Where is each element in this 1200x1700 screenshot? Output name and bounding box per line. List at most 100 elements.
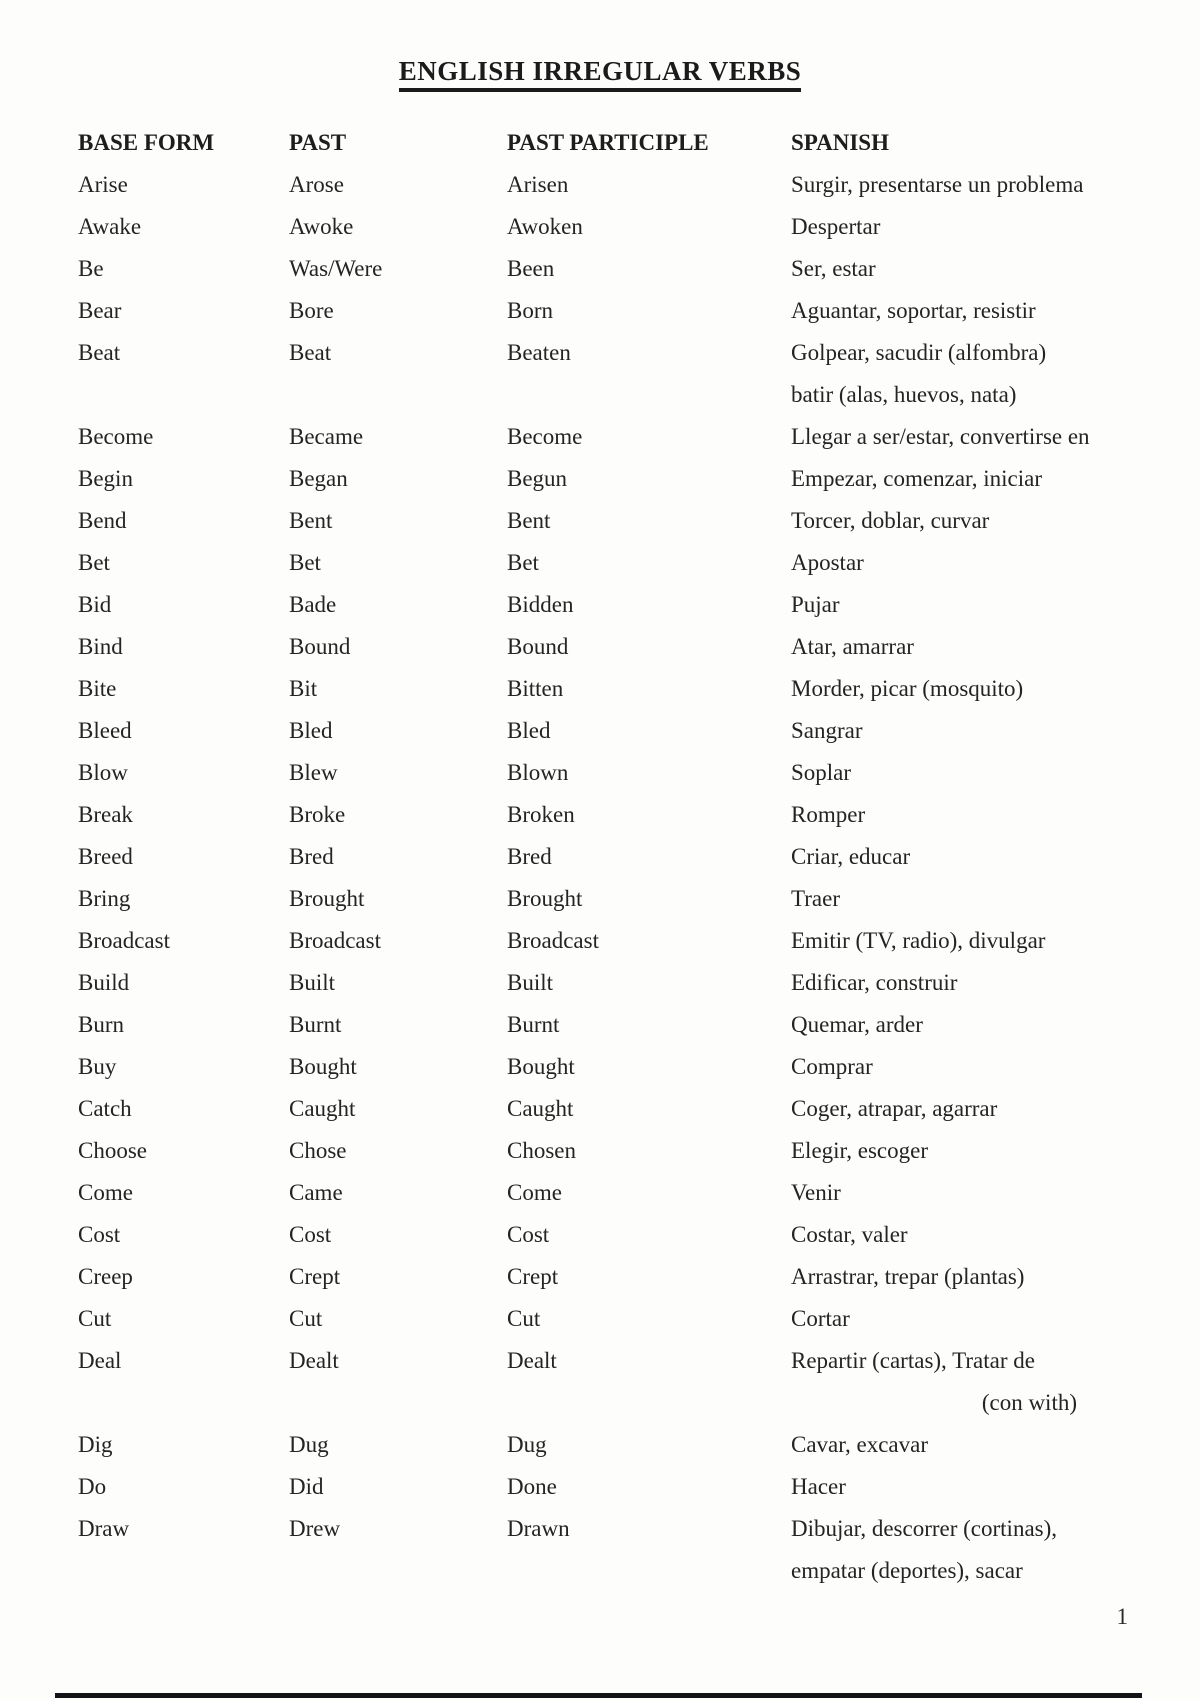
- spanish-translation-line: Llegar a ser/estar, convertirse en: [791, 424, 1090, 449]
- header-base-form: BASE FORM: [78, 130, 215, 155]
- spanish-translation-line: Morder, picar (mosquito): [791, 676, 1024, 701]
- header-past: PAST: [289, 130, 347, 155]
- past-cell: Beat: [289, 340, 332, 365]
- past-cell: Chose: [289, 1138, 347, 1163]
- table-row: Blow Blew Blown Soplar: [78, 752, 1140, 794]
- past-cell: Blew: [289, 760, 338, 785]
- table-row: Choose Chose Chosen Elegir, escoger: [78, 1130, 1140, 1172]
- base-form-cell: Come: [78, 1180, 133, 1205]
- base-form-cell: Be: [78, 256, 104, 281]
- past-cell: Broadcast: [289, 928, 381, 953]
- table-row: Break Broke Broken Romper: [78, 794, 1140, 836]
- spanish-translation-line: Traer: [791, 886, 840, 911]
- past-participle-cell: Broadcast: [507, 928, 599, 953]
- past-cell: Bred: [289, 844, 334, 869]
- spanish-translation-line: Coger, atrapar, agarrar: [791, 1096, 998, 1121]
- base-form-cell: Breed: [78, 844, 133, 869]
- base-form-cell: Deal: [78, 1348, 122, 1373]
- spanish-translation-line: Soplar: [791, 760, 852, 785]
- spanish-cell: Ser, estar: [791, 248, 1121, 290]
- past-participle-cell: Burnt: [507, 1012, 560, 1037]
- spanish-cell: Traer: [791, 878, 1121, 920]
- spanish-cell: Arrastrar, trepar (plantas): [791, 1256, 1121, 1298]
- table-row: Be Was/Were Been Ser, estar: [78, 248, 1140, 290]
- table-row: Burn Burnt Burnt Quemar, arder: [78, 1004, 1140, 1046]
- spanish-translation-line: Venir: [791, 1180, 841, 1205]
- spanish-cell: Golpear, sacudir (alfombra) batir (alas, …: [791, 332, 1121, 416]
- base-form-cell: Cost: [78, 1222, 121, 1247]
- spanish-cell: Atar, amarrar: [791, 626, 1121, 668]
- spanish-cell: Romper: [791, 794, 1121, 836]
- spanish-cell: Criar, educar: [791, 836, 1121, 878]
- spanish-cell: Cortar: [791, 1298, 1121, 1340]
- table-row: Cut Cut Cut Cortar: [78, 1298, 1140, 1340]
- past-cell: Bled: [289, 718, 333, 743]
- spanish-translation-line: Torcer, doblar, curvar: [791, 508, 990, 533]
- spanish-translation-line: Pujar: [791, 592, 840, 617]
- spanish-cell: Coger, atrapar, agarrar: [791, 1088, 1121, 1130]
- table-header-row: BASE FORM PAST PAST PARTICIPLE SPANISH: [78, 122, 1140, 164]
- past-participle-cell: Crept: [507, 1264, 559, 1289]
- table-row: Bear Bore Born Aguantar, soportar, resis…: [78, 290, 1140, 332]
- base-form-cell: Beat: [78, 340, 121, 365]
- past-participle-cell: Done: [507, 1474, 557, 1499]
- footer-rule: [55, 1693, 1142, 1698]
- past-participle-cell: Blown: [507, 760, 569, 785]
- spanish-translation-line: Empezar, comenzar, iniciar: [791, 466, 1043, 491]
- spanish-cell: Surgir, presentarse un problema: [791, 164, 1121, 206]
- table-row: Bite Bit Bitten Morder, picar (mosquito): [78, 668, 1140, 710]
- table-row: Build Built Built Edificar, construir: [78, 962, 1140, 1004]
- base-form-cell: Become: [78, 424, 154, 449]
- spanish-translation-line: empatar (deportes), sacar: [791, 1558, 1023, 1583]
- past-participle-cell: Born: [507, 298, 553, 323]
- past-cell: Bent: [289, 508, 333, 533]
- spanish-translation-line: Costar, valer: [791, 1222, 908, 1247]
- past-participle-cell: Been: [507, 256, 555, 281]
- past-participle-cell: Become: [507, 424, 583, 449]
- table-row: Buy Bought Bought Comprar: [78, 1046, 1140, 1088]
- past-participle-cell: Beaten: [507, 340, 571, 365]
- past-cell: Brought: [289, 886, 365, 911]
- spanish-translation-line: Elegir, escoger: [791, 1138, 929, 1163]
- base-form-cell: Creep: [78, 1264, 133, 1289]
- past-cell: Cut: [289, 1306, 323, 1331]
- past-cell: Built: [289, 970, 336, 995]
- base-form-cell: Build: [78, 970, 130, 995]
- past-participle-cell: Dealt: [507, 1348, 557, 1373]
- past-participle-cell: Caught: [507, 1096, 574, 1121]
- past-participle-cell: Chosen: [507, 1138, 576, 1163]
- past-cell: Bore: [289, 298, 334, 323]
- base-form-cell: Bite: [78, 676, 117, 701]
- past-cell: Awoke: [289, 214, 354, 239]
- spanish-cell: Cavar, excavar: [791, 1424, 1121, 1466]
- base-form-cell: Dig: [78, 1432, 113, 1457]
- table-row: Bring Brought Brought Traer: [78, 878, 1140, 920]
- base-form-cell: Catch: [78, 1096, 132, 1121]
- page-number: 1: [1116, 1604, 1129, 1629]
- past-cell: Caught: [289, 1096, 356, 1121]
- spanish-cell: Soplar: [791, 752, 1121, 794]
- base-form-cell: Choose: [78, 1138, 147, 1163]
- base-form-cell: Do: [78, 1474, 107, 1499]
- spanish-cell: Edificar, construir: [791, 962, 1121, 1004]
- spanish-cell: Repartir (cartas), Tratar de (con with): [791, 1340, 1121, 1424]
- table-row: Beat Beat Beaten Golpear, sacudir (alfom…: [78, 332, 1140, 416]
- spanish-translation-line: Criar, educar: [791, 844, 911, 869]
- table-row: Begin Began Begun Empezar, comenzar, ini…: [78, 458, 1140, 500]
- base-form-cell: Bring: [78, 886, 131, 911]
- spanish-translation-line: Emitir (TV, radio), divulgar: [791, 928, 1046, 953]
- base-form-cell: Bend: [78, 508, 127, 533]
- spanish-translation-line: (con with): [981, 1390, 1077, 1415]
- table-row: Deal Dealt Dealt Repartir (cartas), Trat…: [78, 1340, 1140, 1424]
- table-row: Become Became Become Llegar a ser/estar,…: [78, 416, 1140, 458]
- base-form-cell: Buy: [78, 1054, 117, 1079]
- past-cell: Broke: [289, 802, 346, 827]
- table-row: Bend Bent Bent Torcer, doblar, curvar: [78, 500, 1140, 542]
- table-row: Do Did Done Hacer: [78, 1466, 1140, 1508]
- past-participle-cell: Cut: [507, 1306, 541, 1331]
- past-cell: Dealt: [289, 1348, 339, 1373]
- base-form-cell: Blow: [78, 760, 128, 785]
- table-row: Creep Crept Crept Arrastrar, trepar (pla…: [78, 1256, 1140, 1298]
- past-participle-cell: Brought: [507, 886, 583, 911]
- spanish-cell: Quemar, arder: [791, 1004, 1121, 1046]
